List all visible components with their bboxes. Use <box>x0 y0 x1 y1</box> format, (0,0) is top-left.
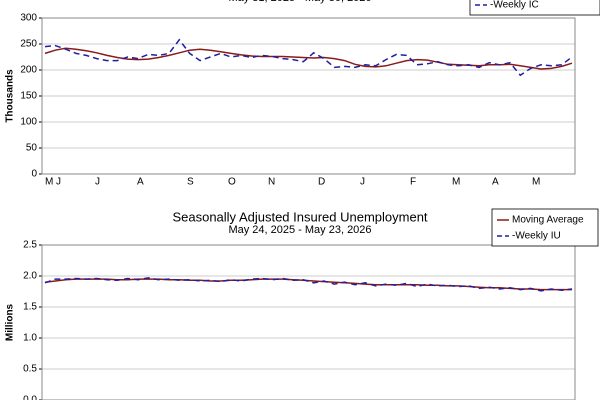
y-tick-label: 100 <box>20 117 37 128</box>
legend-label: -Weekly IU <box>512 231 561 242</box>
x-tick-label: M <box>532 177 540 188</box>
y-tick-label: 300 <box>20 13 37 24</box>
x-tick-label: O <box>228 177 236 188</box>
x-tick-label: D <box>318 177 325 188</box>
series-line <box>44 47 573 70</box>
x-tick-label: S <box>187 177 194 188</box>
x-tick-label: J <box>360 177 365 188</box>
x-tick-label: N <box>268 177 275 188</box>
y-tick-label: 50 <box>26 143 38 154</box>
y-tick-label: 0 <box>31 169 37 180</box>
plot-border <box>41 244 576 400</box>
y-tick-label: 150 <box>20 91 37 102</box>
y-tick-label: 2.5 <box>23 240 37 251</box>
y-tick-label: 2.0 <box>23 271 37 282</box>
y-tick-label: 200 <box>20 65 37 76</box>
x-tick-label: M <box>452 177 460 188</box>
x-tick-label: F <box>410 177 416 188</box>
legend-label: Moving Average <box>512 215 584 226</box>
chart-subtitle: May 31, 2025 - May 30, 2026 <box>228 0 371 4</box>
chart-subtitle: May 24, 2025 - May 23, 2026 <box>228 224 371 236</box>
x-tick-label: J <box>95 177 100 188</box>
series-line <box>44 277 573 292</box>
y-tick-label: 1.5 <box>23 302 37 313</box>
x-tick-label: A <box>137 177 144 188</box>
y-tick-label: 0.0 <box>23 395 37 400</box>
y-tick-label: 250 <box>20 39 37 50</box>
legend-label: -Weekly IC <box>490 0 539 11</box>
legend-box <box>491 208 599 247</box>
y-tick-label: 1.0 <box>23 333 37 344</box>
y-axis-label: Millions <box>5 303 16 341</box>
x-tick-label: M <box>45 177 53 188</box>
chart-title: Seasonally Adjusted Insured Unemployment <box>172 209 427 224</box>
y-tick-label: 0.5 <box>23 364 37 375</box>
plot-border <box>41 17 576 175</box>
y-axis-label: Thousands <box>5 69 16 123</box>
x-tick-label: A <box>492 177 499 188</box>
legend-box <box>469 0 600 16</box>
x-tick-label: J <box>56 177 61 188</box>
series-line <box>44 38 573 77</box>
